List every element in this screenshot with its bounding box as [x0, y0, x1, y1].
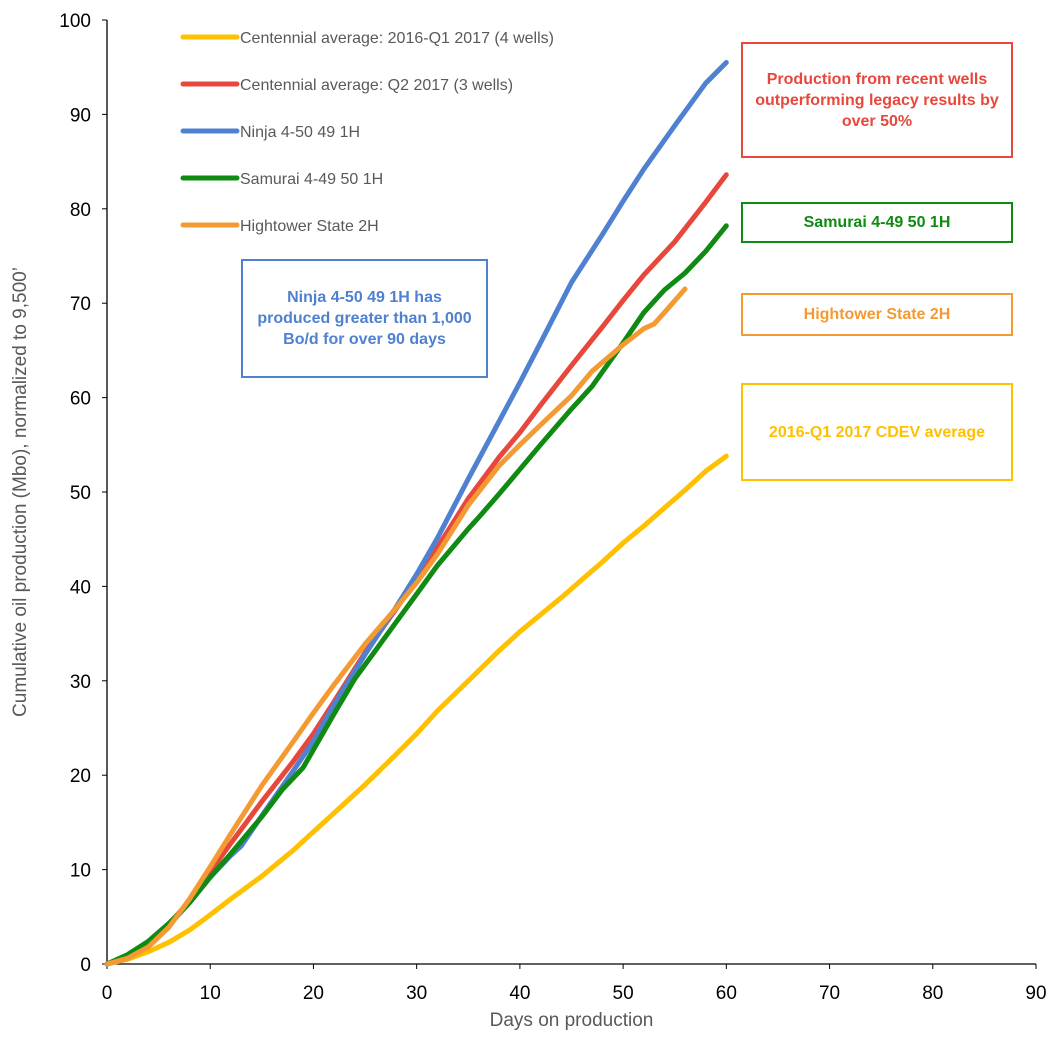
legend-item: Centennial average: Q2 2017 (3 wells)	[180, 77, 513, 94]
series-line-1	[104, 453, 729, 967]
x-tick-label: 40	[509, 983, 530, 1004]
x-tick-label: 90	[1025, 983, 1046, 1004]
y-tick-label: 10	[70, 861, 91, 882]
annotation-callout-1: Production from recent wells outperformi…	[741, 42, 1013, 158]
x-tick-label: 80	[922, 983, 943, 1004]
y-axis-title: Cumulative oil production (Mbo), normali…	[10, 267, 31, 717]
y-tick-label: 90	[70, 105, 91, 126]
legend-item: Samurai 4-49 50 1H	[180, 171, 383, 188]
y-tick-label: 80	[70, 200, 91, 221]
y-tick-label: 50	[70, 483, 91, 504]
x-tick-label: 70	[819, 983, 840, 1004]
x-tick-label: 20	[303, 983, 324, 1004]
legend-item: Hightower State 2H	[180, 218, 379, 235]
y-tick-labels: 0 10 20 30 40 50 60 70 80 90 100	[59, 11, 107, 976]
y-tick-label: 20	[70, 766, 91, 787]
y-tick-label: 100	[59, 11, 91, 32]
series-line-5	[104, 286, 688, 967]
annotation-callout-3: Hightower State 2H	[741, 293, 1013, 336]
x-tick-labels: 0 10 20 30 40 50 60 70 80 90	[102, 964, 1047, 1004]
y-tick-label: 0	[80, 955, 91, 976]
x-tick-label: 50	[613, 983, 634, 1004]
legend-label: Samurai 4-49 50 1H	[240, 171, 383, 188]
y-tick-label: 70	[70, 294, 91, 315]
x-axis-title: Days on production	[490, 1010, 654, 1031]
y-tick-label: 40	[70, 577, 91, 598]
x-tick-label: 30	[406, 983, 427, 1004]
x-tick-label: 10	[200, 983, 221, 1004]
legend: Centennial average: 2016-Q1 2017 (4 well…	[180, 30, 554, 235]
y-tick-label: 60	[70, 389, 91, 410]
legend-item: Ninja 4-50 49 1H	[180, 124, 360, 141]
series-lines	[104, 60, 729, 967]
y-tick-label: 30	[70, 672, 91, 693]
legend-label: Hightower State 2H	[240, 218, 379, 235]
legend-item: Centennial average: 2016-Q1 2017 (4 well…	[180, 30, 554, 47]
annotation-callout-4: 2016-Q1 2017 CDEV average	[741, 383, 1013, 481]
series-line-4	[104, 223, 729, 967]
annotation-callout-5: Ninja 4-50 49 1H has produced greater th…	[241, 259, 488, 378]
x-tick-label: 60	[716, 983, 737, 1004]
series-line-3	[104, 60, 729, 967]
legend-label: Centennial average: 2016-Q1 2017 (4 well…	[240, 30, 554, 47]
legend-label: Ninja 4-50 49 1H	[240, 124, 360, 141]
x-tick-label: 0	[102, 983, 113, 1004]
annotation-callout-2: Samurai 4-49 50 1H	[741, 202, 1013, 243]
legend-label: Centennial average: Q2 2017 (3 wells)	[240, 77, 513, 94]
